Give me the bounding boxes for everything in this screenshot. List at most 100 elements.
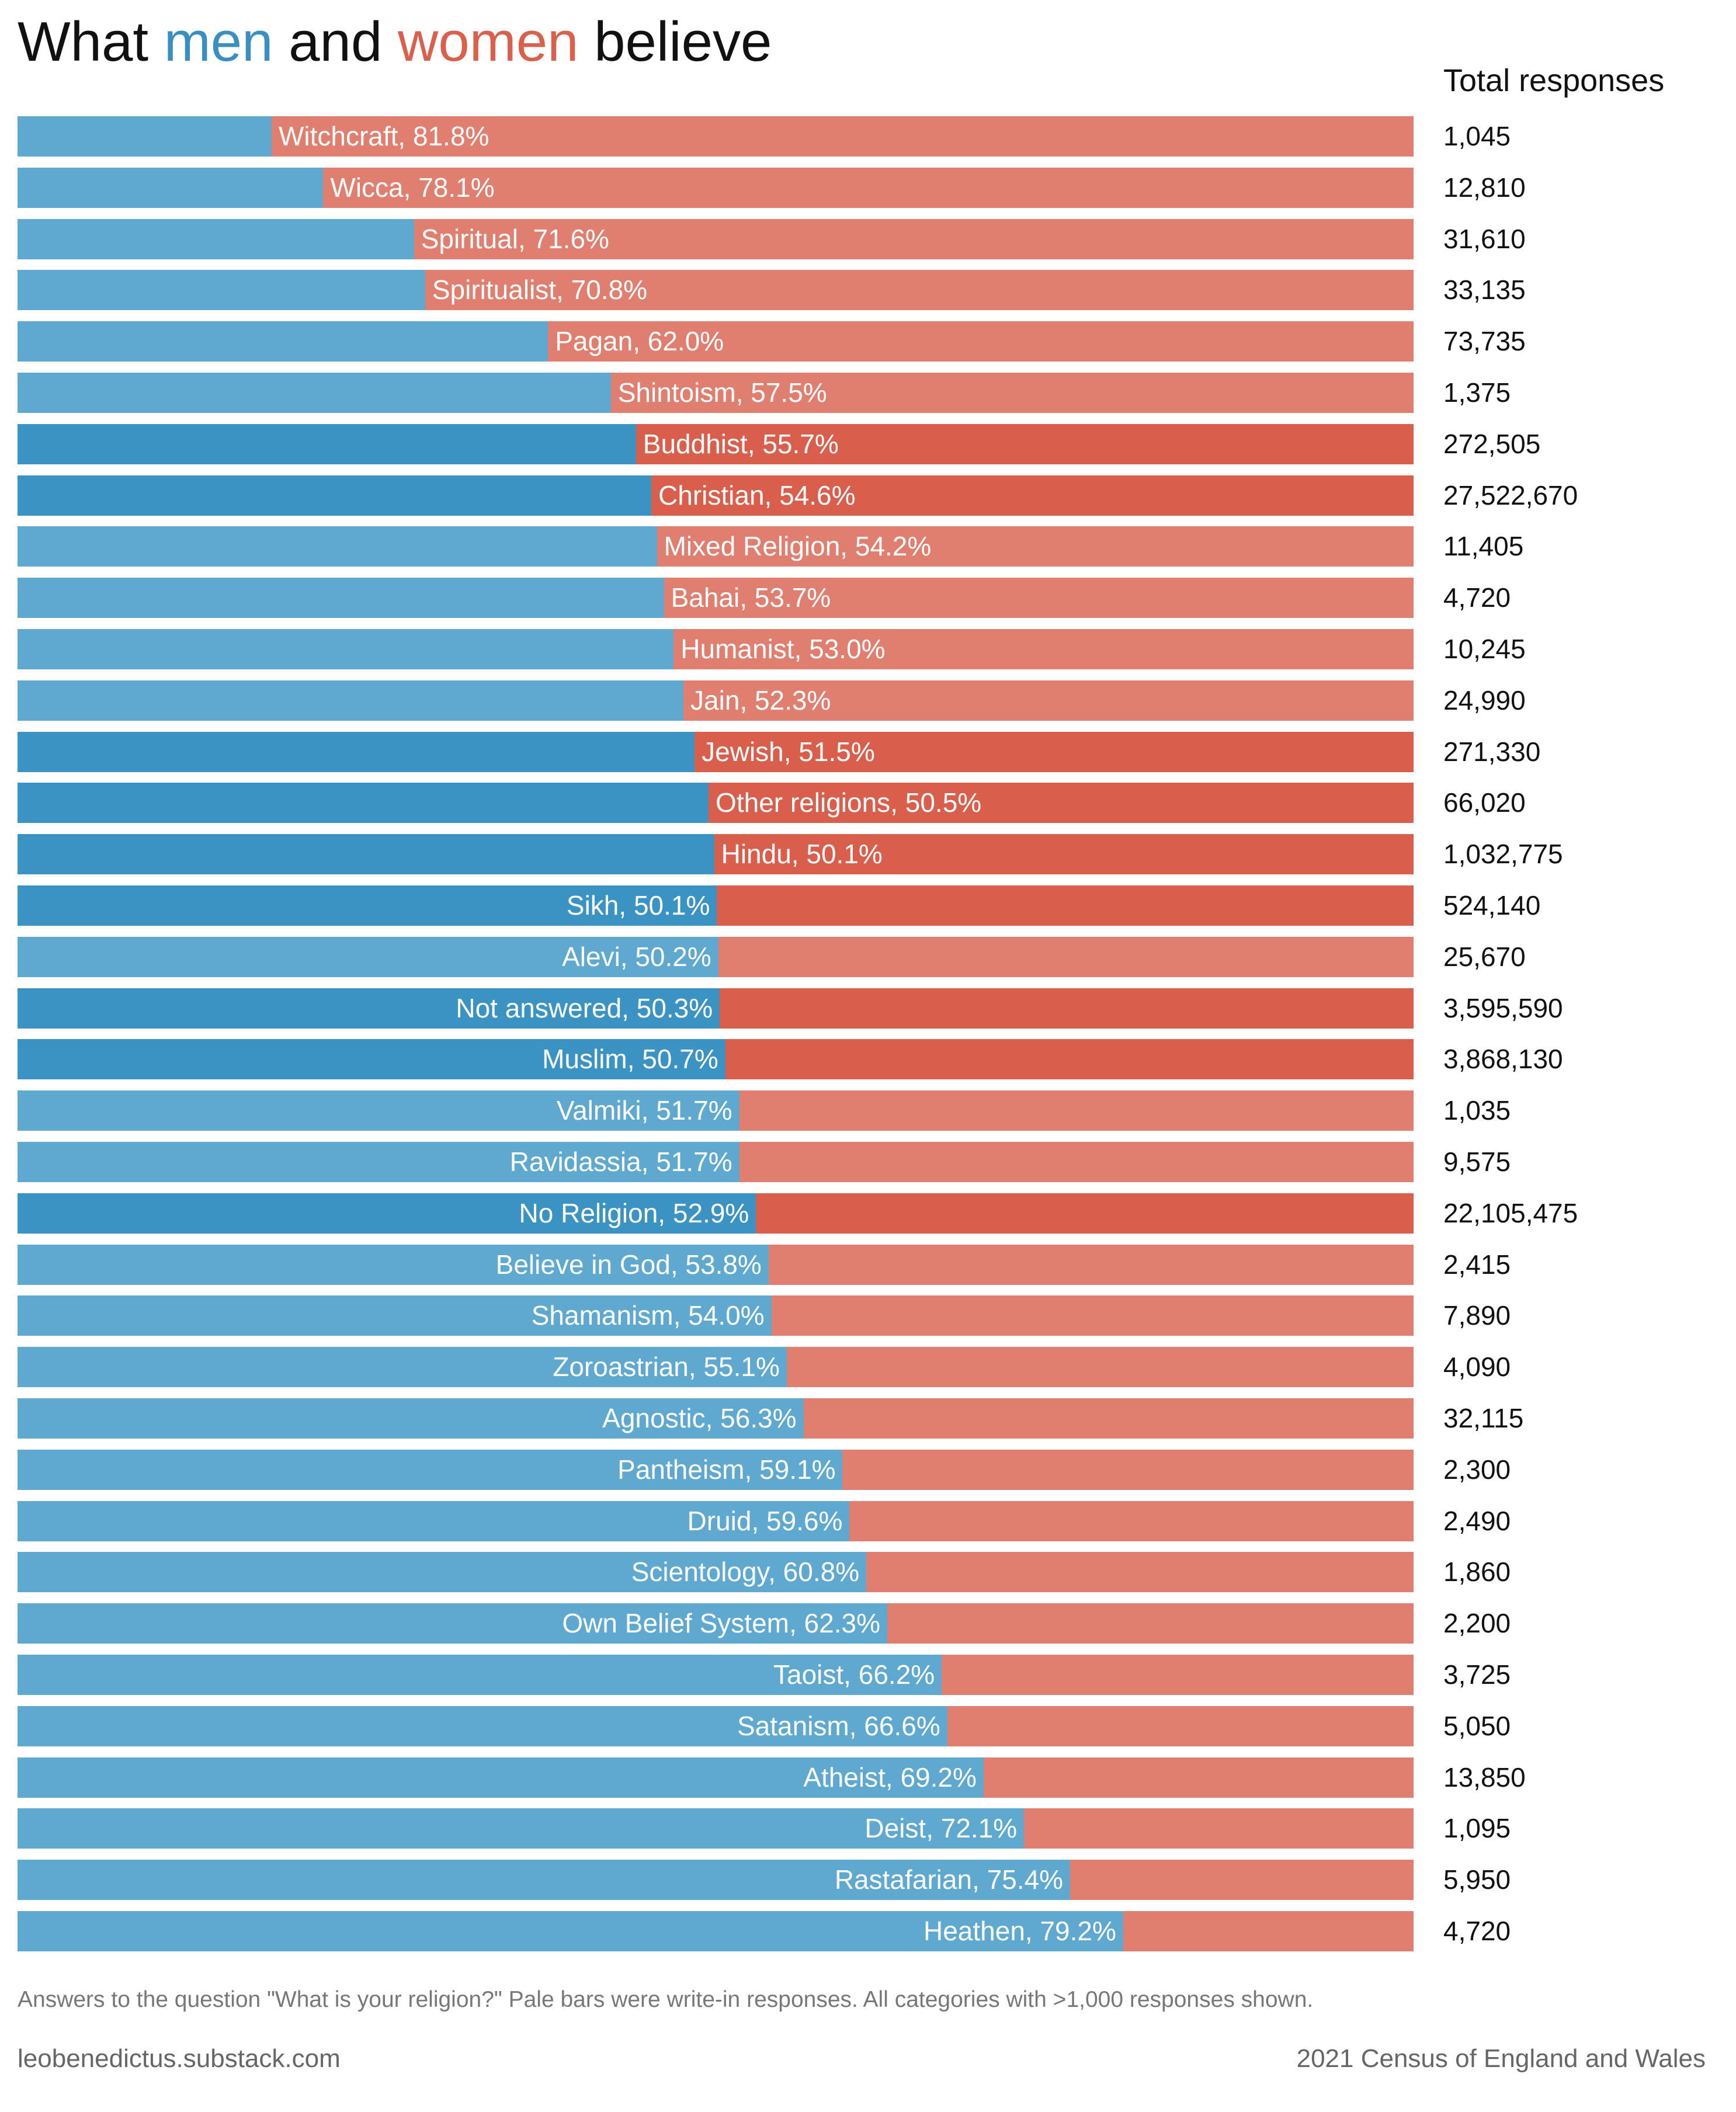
bar-women-segment xyxy=(683,680,1414,721)
bar-data-label: Atheist, 69.2% xyxy=(803,1762,977,1793)
bar-men-segment xyxy=(18,1398,804,1439)
bar-women-segment xyxy=(756,1193,1414,1234)
bar-data-label: Own Belief System, 62.3% xyxy=(562,1608,880,1639)
title-part: What xyxy=(18,11,164,73)
total-responses-header: Total responses xyxy=(1443,63,1665,98)
bar-men-segment xyxy=(18,526,657,567)
total-responses-value: 272,505 xyxy=(1443,428,1541,459)
total-responses-value: 4,720 xyxy=(1443,1916,1511,1946)
bar-women-segment xyxy=(717,885,1414,926)
bar-row: Pantheism, 59.1% xyxy=(18,1449,1414,1490)
title-part: and xyxy=(273,11,398,73)
bar-data-label: Hindu, 50.1% xyxy=(721,839,883,870)
bar-data-label: Zoroastrian, 55.1% xyxy=(553,1352,780,1382)
bar-men-segment xyxy=(18,988,720,1029)
title-men-word: men xyxy=(164,11,273,73)
bar-data-label: Wicca, 78.1% xyxy=(330,172,495,203)
total-responses-value: 33,135 xyxy=(1443,275,1526,305)
bar-women-segment xyxy=(1123,1911,1414,1951)
bar-row: Spiritualist, 70.8% xyxy=(18,270,1414,311)
bar-men-segment xyxy=(18,1449,843,1490)
bar-men-segment xyxy=(18,1603,887,1644)
chart-title: What men and women believe xyxy=(18,7,772,77)
bar-data-label: Satanism, 66.6% xyxy=(737,1710,940,1741)
bar-data-label: Druid, 59.6% xyxy=(687,1505,843,1536)
bar-row: Deist, 72.1% xyxy=(18,1808,1414,1849)
bar-women-segment xyxy=(771,1295,1414,1336)
bar-women-segment xyxy=(720,988,1414,1029)
bar-data-label: Christian, 54.6% xyxy=(658,480,856,510)
bar-women-segment xyxy=(414,218,1414,259)
bar-men-segment xyxy=(18,578,664,619)
bar-row: Muslim, 50.7% xyxy=(18,1039,1414,1080)
bar-data-label: Mixed Religion, 54.2% xyxy=(664,531,932,562)
total-responses-value: 3,595,590 xyxy=(1443,992,1563,1023)
title-women-word: women xyxy=(398,11,579,73)
bar-row: Shintoism, 57.5% xyxy=(18,373,1414,413)
bar-row: Other religions, 50.5% xyxy=(18,783,1414,824)
bar-data-label: Scientology, 60.8% xyxy=(631,1557,860,1588)
total-responses-value: 27,522,670 xyxy=(1443,480,1578,510)
total-responses-value: 22,105,475 xyxy=(1443,1197,1578,1228)
chart-note: Answers to the question "What is your re… xyxy=(18,1987,1314,2012)
bar-women-segment xyxy=(718,936,1414,977)
total-responses-value: 32,115 xyxy=(1443,1403,1524,1433)
bar-data-label: Muslim, 50.7% xyxy=(542,1044,718,1075)
bar-men-segment xyxy=(18,1500,850,1541)
bar-data-label: Spiritualist, 70.8% xyxy=(432,275,648,305)
bar-women-segment xyxy=(739,1090,1414,1131)
total-responses-value: 1,032,775 xyxy=(1443,839,1563,870)
bar-row: Jewish, 51.5% xyxy=(18,731,1414,772)
source-credit: 2021 Census of England and Wales xyxy=(1296,2044,1706,2073)
bar-men-segment xyxy=(18,321,548,362)
bar-data-label: Pagan, 62.0% xyxy=(555,326,724,357)
total-responses-value: 3,868,130 xyxy=(1443,1044,1563,1075)
bar-women-segment xyxy=(271,116,1414,157)
total-responses-value: 524,140 xyxy=(1443,890,1541,920)
total-responses-value: 1,035 xyxy=(1443,1095,1511,1126)
bar-data-label: Alevi, 50.2% xyxy=(562,941,711,972)
total-responses-value: 1,375 xyxy=(1443,377,1511,408)
bar-women-segment xyxy=(1070,1860,1414,1901)
bar-men-segment xyxy=(18,1039,725,1080)
bar-women-segment xyxy=(983,1757,1414,1798)
bar-row: Shamanism, 54.0% xyxy=(18,1295,1414,1336)
bar-data-label: Other religions, 50.5% xyxy=(716,787,982,818)
bar-women-segment xyxy=(673,629,1414,669)
bar-row: Rastafarian, 75.4% xyxy=(18,1860,1414,1901)
bar-men-segment xyxy=(18,1347,787,1388)
bar-data-label: Jain, 52.3% xyxy=(690,685,831,715)
bar-women-segment xyxy=(610,373,1414,413)
bar-row: Pagan, 62.0% xyxy=(18,321,1414,362)
bar-row: Alevi, 50.2% xyxy=(18,936,1414,977)
site-credit: leobenedictus.substack.com xyxy=(18,2044,341,2073)
total-responses-value: 4,090 xyxy=(1443,1352,1511,1382)
bar-data-label: Heathen, 79.2% xyxy=(923,1916,1116,1946)
bar-men-segment xyxy=(18,1090,739,1131)
bar-women-segment xyxy=(425,270,1414,311)
bar-men-segment xyxy=(18,629,674,669)
total-responses-value: 73,735 xyxy=(1443,326,1526,357)
bar-women-segment xyxy=(842,1449,1414,1490)
bar-row: Atheist, 69.2% xyxy=(18,1757,1414,1798)
bar-women-segment xyxy=(1024,1808,1414,1849)
bar-men-segment xyxy=(18,167,324,208)
total-responses-value: 271,330 xyxy=(1443,736,1541,767)
bar-data-label: Shintoism, 57.5% xyxy=(617,377,827,408)
bar-men-segment xyxy=(18,475,652,516)
bar-men-segment xyxy=(18,1552,867,1593)
total-responses-value: 1,045 xyxy=(1443,121,1511,151)
bar-men-segment xyxy=(18,1142,739,1182)
bar-men-segment xyxy=(18,1655,942,1695)
total-responses-value: 1,095 xyxy=(1443,1813,1511,1844)
bar-row: Ravidassia, 51.7% xyxy=(18,1142,1414,1182)
bar-women-segment xyxy=(548,321,1414,362)
bar-row: No Religion, 52.9% xyxy=(18,1193,1414,1234)
bar-row: Hindu, 50.1% xyxy=(18,834,1414,875)
bar-men-segment xyxy=(18,1705,947,1746)
total-responses-value: 2,300 xyxy=(1443,1454,1511,1485)
bar-row: Jain, 52.3% xyxy=(18,680,1414,721)
total-responses-value: 2,490 xyxy=(1443,1505,1511,1536)
bar-row: Bahai, 53.7% xyxy=(18,578,1414,619)
bar-row: Agnostic, 56.3% xyxy=(18,1398,1414,1439)
